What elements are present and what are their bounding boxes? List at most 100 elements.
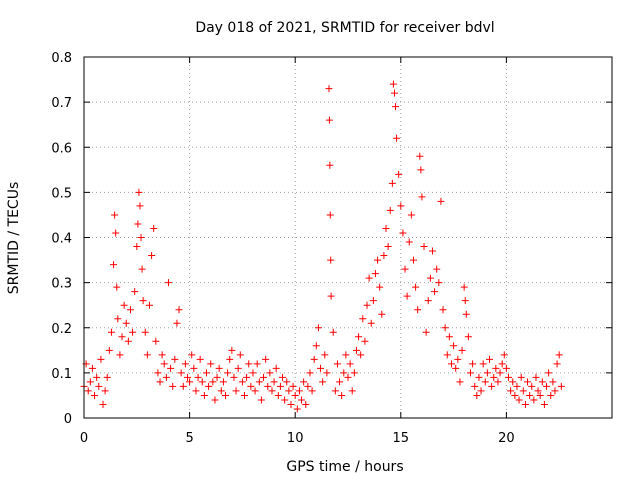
data-point <box>249 369 257 377</box>
data-point <box>302 400 310 408</box>
grid <box>84 57 612 418</box>
data-point <box>369 297 377 305</box>
data-point <box>392 103 400 111</box>
data-point <box>224 369 232 377</box>
data-point <box>475 373 483 381</box>
data-point <box>553 360 561 368</box>
data-point <box>209 378 217 386</box>
data-point <box>274 391 282 399</box>
data-point <box>154 369 162 377</box>
data-point <box>365 274 373 282</box>
data-point <box>183 373 191 381</box>
data-point <box>319 378 327 386</box>
data-point <box>167 364 175 372</box>
data-point <box>380 252 388 260</box>
data-point <box>175 306 183 314</box>
data-point <box>388 179 396 187</box>
x-axis-label: GPS time / hours <box>286 459 403 475</box>
data-point <box>236 351 244 359</box>
data-point <box>150 224 158 232</box>
data-point <box>103 373 111 381</box>
data-point <box>389 80 397 88</box>
y-tick-label: 0.3 <box>51 277 72 292</box>
data-point <box>272 364 280 372</box>
data-point <box>325 85 333 93</box>
data-point <box>169 382 177 390</box>
data-point <box>496 369 504 377</box>
data-point <box>488 382 496 390</box>
data-point <box>452 364 460 372</box>
data-point <box>357 351 365 359</box>
y-tick-label: 0.4 <box>51 232 72 247</box>
data-point <box>287 400 295 408</box>
data-point <box>276 382 284 390</box>
data-point <box>137 234 145 241</box>
data-point <box>538 378 546 386</box>
data-point <box>138 265 146 273</box>
data-point <box>481 378 489 386</box>
data-point <box>323 369 331 377</box>
data-point <box>91 391 99 399</box>
data-point <box>327 292 335 300</box>
data-point <box>152 337 160 345</box>
data-point <box>532 373 540 381</box>
data-point <box>479 360 487 368</box>
data-point <box>114 315 122 323</box>
data-point <box>557 382 565 390</box>
data-point <box>107 328 115 336</box>
data-point <box>466 369 474 377</box>
data-point <box>192 387 200 395</box>
data-point <box>207 360 215 368</box>
data-point <box>540 400 548 408</box>
data-point <box>458 346 466 354</box>
x-tick-label: 0 <box>80 431 88 446</box>
data-point <box>317 364 325 372</box>
data-point <box>179 382 187 390</box>
data-point <box>329 328 337 336</box>
data-point <box>507 387 515 395</box>
data-point <box>511 391 519 399</box>
data-point <box>549 378 557 386</box>
data-point <box>547 391 555 399</box>
data-point <box>202 369 210 377</box>
data-point <box>509 378 517 386</box>
data-point <box>111 211 119 219</box>
data-point <box>270 378 278 386</box>
data-point <box>251 387 259 395</box>
data-point <box>105 346 113 354</box>
data-point <box>407 211 415 219</box>
data-point <box>283 378 291 386</box>
x-tick-label: 15 <box>393 431 410 446</box>
data-point <box>374 256 382 264</box>
data-point <box>148 252 156 260</box>
data-point <box>143 351 151 359</box>
data-point <box>471 382 479 390</box>
data-point <box>340 369 348 377</box>
data-point <box>445 333 453 341</box>
data-point <box>162 373 170 381</box>
data-point <box>134 220 142 228</box>
data-point <box>424 297 432 305</box>
data-point <box>412 283 420 291</box>
data-point <box>217 387 225 395</box>
y-tick-label: 0.1 <box>51 367 72 382</box>
data-point <box>545 369 553 377</box>
data-point <box>409 256 417 264</box>
data-point <box>342 351 350 359</box>
data-point <box>447 360 455 368</box>
data-point <box>426 274 434 282</box>
data-point <box>181 360 189 368</box>
data-point <box>331 387 339 395</box>
data-point <box>97 355 105 363</box>
data-point <box>513 382 521 390</box>
data-point <box>298 396 306 404</box>
data-point <box>378 310 386 318</box>
data-point <box>84 387 92 395</box>
data-point <box>534 387 542 395</box>
data-point <box>435 279 443 287</box>
data-point <box>198 378 206 386</box>
data-point <box>422 328 430 336</box>
data-point <box>308 387 316 395</box>
data-point <box>268 387 276 395</box>
data-point <box>327 256 335 264</box>
